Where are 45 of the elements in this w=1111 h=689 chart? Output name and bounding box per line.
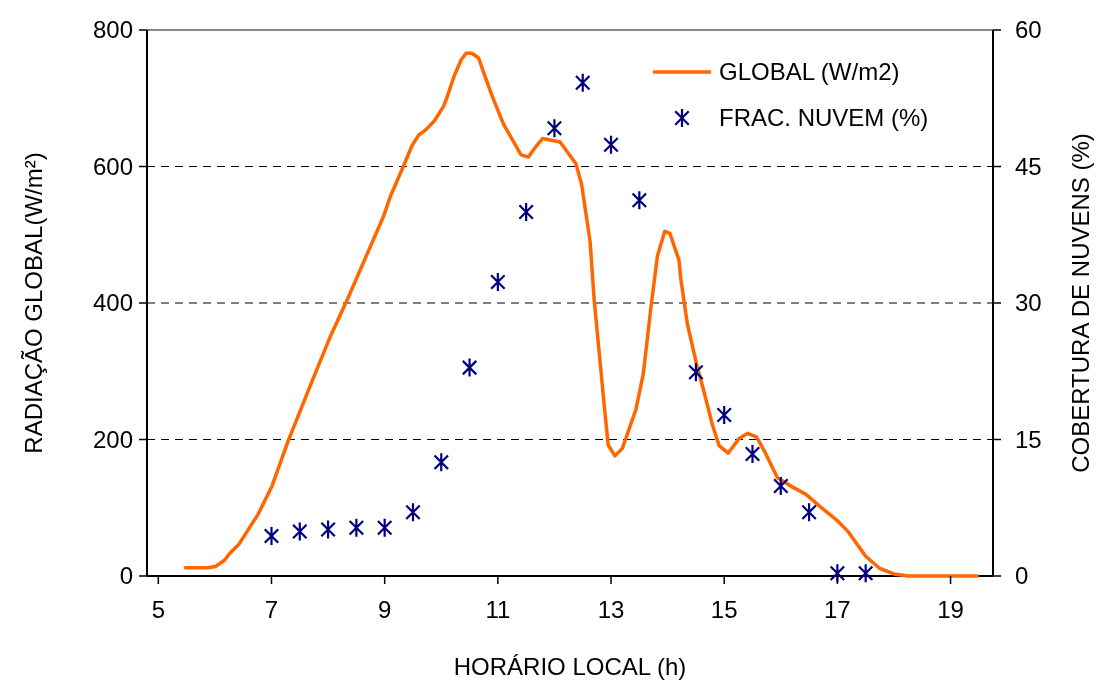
y2-tick-label: 45 [1015, 152, 1042, 180]
point [490, 271, 506, 293]
point [772, 475, 789, 497]
point [688, 362, 704, 383]
x-tick-label: 9 [377, 596, 392, 623]
x-tick-label: 19 [937, 596, 964, 623]
x-axis-title: HORÁRIO LOCAL (h) [453, 653, 687, 680]
x-tick-label: 15 [710, 596, 738, 623]
point [291, 521, 308, 542]
y-tick-label: 600 [92, 152, 133, 180]
point [716, 404, 733, 426]
y-axis-title: RADIAÇÃO GLOBAL(W/m²) [20, 152, 47, 454]
x-tick-label: 11 [485, 596, 511, 623]
point [829, 563, 846, 584]
point [405, 502, 421, 523]
x-tick-label: 5 [151, 596, 165, 623]
y2-tick-label: 60 [1015, 16, 1042, 44]
legend-label: GLOBAL (W/m2) [719, 58, 900, 86]
y2-axis-title: COBERTURA DE NUVENS (%) [1067, 133, 1094, 473]
point [857, 563, 874, 584]
point [631, 190, 648, 211]
point [320, 519, 336, 540]
point [801, 502, 817, 523]
point [348, 517, 365, 538]
y2-tick-label: 30 [1015, 289, 1042, 317]
legend-label: FRAC. NUVEM (%) [719, 104, 929, 132]
y-tick-label: 0 [119, 562, 133, 590]
point [461, 357, 478, 378]
x-tick-label: 13 [597, 596, 625, 623]
point [376, 517, 393, 538]
y-tick-label: 800 [92, 16, 133, 44]
point [744, 443, 761, 465]
point [603, 134, 619, 155]
y-tick-label: 400 [92, 289, 133, 317]
point [546, 118, 563, 139]
point [433, 452, 450, 473]
y2-tick-label: 15 [1015, 425, 1042, 453]
x-tick-label: 7 [264, 596, 279, 623]
point [263, 525, 280, 547]
y2-tick-label: 0 [1015, 562, 1029, 590]
line-series [183, 51, 979, 578]
y-tick-label: 200 [92, 425, 133, 453]
point [518, 201, 534, 223]
point [574, 72, 591, 93]
x-tick-label: 17 [824, 596, 851, 623]
